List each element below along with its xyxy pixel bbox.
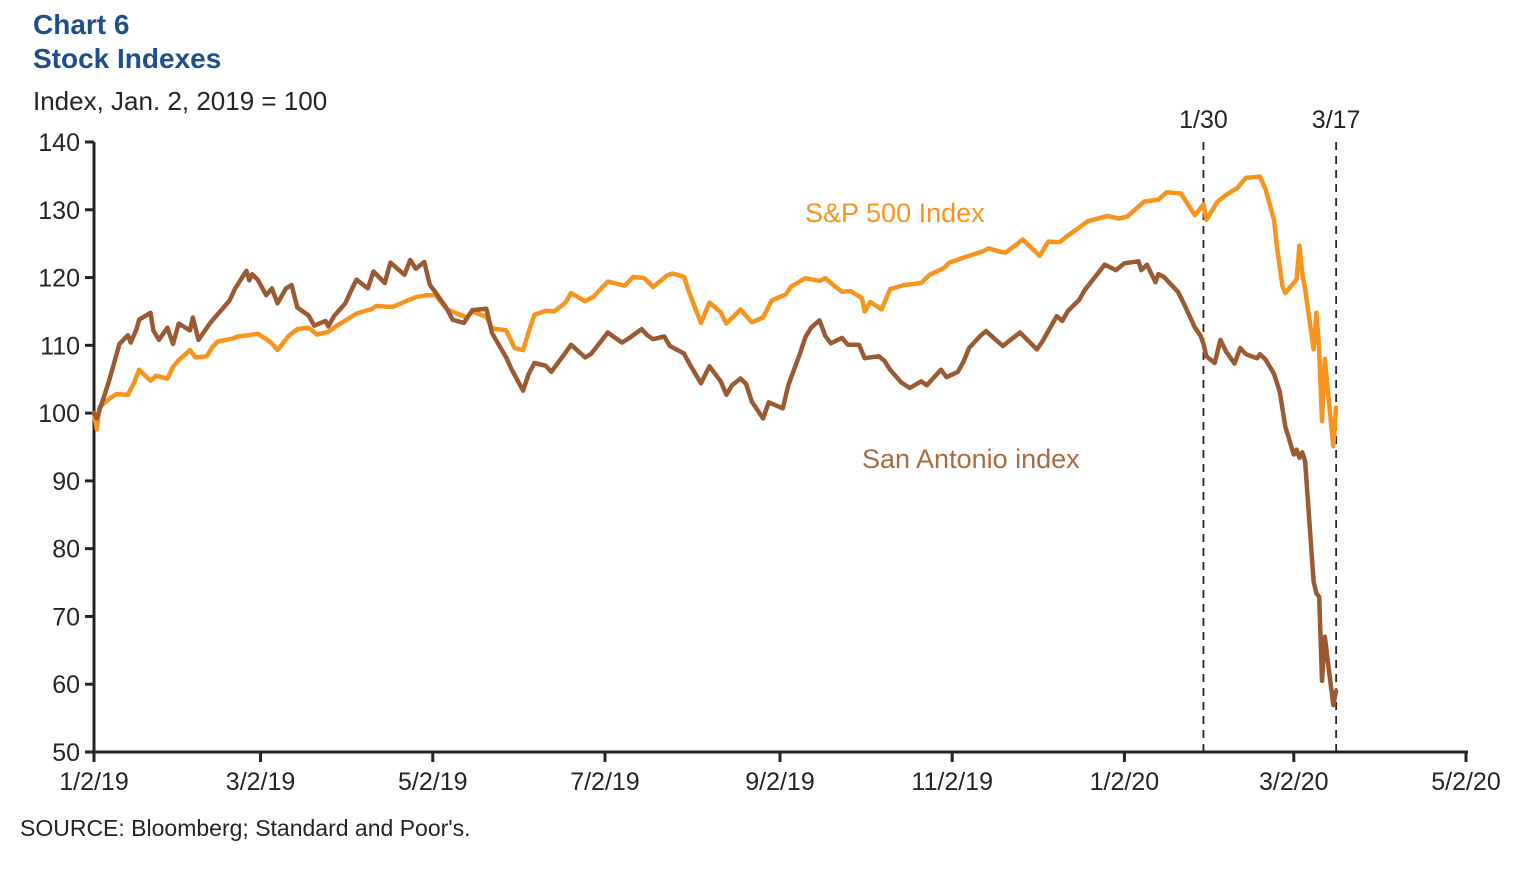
y-tick-label: 70 (52, 603, 80, 631)
y-tick-label: 80 (52, 536, 80, 564)
san-antonio-series-label: San Antonio index (862, 444, 1080, 474)
x-tick-label: 5/2/19 (398, 768, 468, 796)
y-tick-label: 60 (52, 671, 80, 699)
x-tick-label: 11/2/19 (911, 768, 993, 796)
chart-title: Stock Indexes (33, 43, 222, 74)
y-tick-label: 140 (38, 129, 80, 157)
x-tick-label: 1/2/19 (59, 768, 129, 796)
axis-unit-note: Index, Jan. 2, 2019 = 100 (33, 86, 328, 116)
event-lines (1202, 142, 1338, 752)
y-tick-label: 90 (52, 468, 80, 496)
y-tick-label: 110 (40, 332, 80, 360)
x-tick-label: 5/2/20 (1431, 768, 1501, 796)
x-axis: 1/2/19 3/2/19 5/2/19 7/2/19 9/2/19 11/2/19 1/2… (59, 750, 1501, 796)
san-antonio-index-line (91, 257, 1339, 708)
s-p-500-index-line (91, 174, 1339, 449)
x-tick-label: 3/2/19 (226, 768, 296, 796)
x-tick-label: 1/2/20 (1090, 768, 1160, 796)
event-label-1-30: 1/30 (1179, 106, 1228, 134)
x-tick-label: 9/2/19 (745, 768, 815, 796)
x-tick-label: 7/2/19 (570, 768, 640, 796)
y-tick-label: 50 (52, 739, 80, 767)
y-tick-label: 100 (38, 400, 80, 428)
y-tick-label: 130 (38, 197, 80, 225)
y-axis: 50 60 70 80 90 100 110 120 130 140 (38, 129, 96, 767)
y-tick-label: 120 (38, 265, 80, 293)
source-note: SOURCE: Bloomberg; Standard and Poor's. (20, 815, 471, 841)
sp500-series-label: S&P 500 Index (805, 198, 985, 228)
chart-number: Chart 6 (33, 9, 130, 40)
event-label-3-17: 3/17 (1312, 106, 1361, 134)
series-lines (91, 174, 1339, 708)
x-tick-label: 3/2/20 (1259, 768, 1329, 796)
chart-header: Chart 6 Stock Indexes Index, Jan. 2, 201… (33, 8, 327, 117)
